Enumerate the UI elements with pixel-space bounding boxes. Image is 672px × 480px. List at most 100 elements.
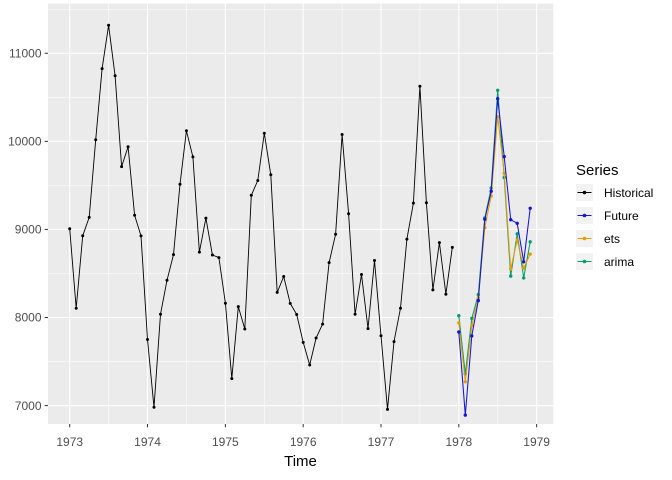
data-point-Historical bbox=[146, 338, 149, 341]
data-point-Historical bbox=[74, 306, 78, 310]
data-point-Historical bbox=[133, 213, 137, 217]
legend-items: Historical Future ets arima bbox=[576, 184, 653, 270]
data-point-Historical bbox=[327, 261, 331, 265]
data-point-Historical bbox=[230, 377, 234, 381]
series-line-Future bbox=[458, 98, 531, 416]
x-tick-label: 1973 bbox=[56, 435, 83, 449]
data-point-Historical bbox=[159, 312, 162, 316]
legend: Series Historical Future ets arima bbox=[576, 162, 653, 276]
data-point-Historical bbox=[236, 305, 240, 309]
legend-item-Historical: Historical bbox=[576, 184, 653, 201]
data-point-Historical bbox=[373, 259, 376, 262]
data-point-Historical bbox=[256, 179, 260, 182]
data-point-arima bbox=[470, 316, 474, 321]
data-point-Future bbox=[489, 189, 493, 193]
x-tick-label: 1979 bbox=[523, 435, 550, 449]
data-point-Future bbox=[470, 334, 474, 338]
data-point-Historical bbox=[139, 234, 143, 238]
data-point-Historical bbox=[152, 405, 156, 409]
data-point-Historical bbox=[269, 173, 273, 177]
data-point-Future bbox=[522, 260, 526, 264]
legend-key-arima bbox=[576, 253, 593, 270]
data-point-Historical bbox=[386, 407, 389, 411]
data-point-arima bbox=[457, 314, 461, 318]
data-point-Historical bbox=[437, 241, 441, 245]
data-point-ets bbox=[509, 267, 513, 271]
data-point-Historical bbox=[450, 245, 454, 249]
x-tick-label: 1977 bbox=[368, 435, 395, 449]
data-point-Future bbox=[528, 206, 532, 210]
data-point-Historical bbox=[262, 131, 266, 135]
data-point-Historical bbox=[288, 301, 292, 305]
legend-key-Historical bbox=[576, 184, 593, 201]
y-tick-label: 7000 bbox=[15, 399, 42, 413]
legend-title: Series bbox=[576, 162, 619, 179]
y-tick-label: 10000 bbox=[8, 135, 42, 149]
legend-item-Future: Future bbox=[576, 207, 653, 224]
data-point-ets bbox=[515, 238, 519, 242]
data-point-Historical bbox=[191, 155, 195, 159]
data-point-Historical bbox=[353, 312, 357, 316]
data-point-Historical bbox=[249, 193, 253, 197]
x-tick-label: 1974 bbox=[134, 435, 161, 449]
data-point-Historical bbox=[120, 165, 124, 169]
legend-label-arima: arima bbox=[604, 254, 635, 269]
legend-label-Future: Future bbox=[604, 208, 639, 223]
data-point-Historical bbox=[431, 288, 435, 292]
data-point-Future bbox=[457, 330, 461, 334]
legend-label-ets: ets bbox=[604, 231, 621, 246]
data-point-Historical bbox=[347, 212, 351, 216]
data-point-Future bbox=[496, 97, 500, 101]
legend-key-Future bbox=[576, 207, 593, 224]
data-point-Historical bbox=[314, 336, 318, 340]
data-point-Historical bbox=[184, 129, 188, 133]
data-point-Historical bbox=[68, 227, 72, 231]
data-point-Future bbox=[515, 221, 519, 225]
legend-item-ets: ets bbox=[576, 230, 653, 247]
legend-key-point bbox=[582, 236, 587, 241]
data-point-ets bbox=[457, 321, 461, 325]
data-point-Historical bbox=[210, 253, 214, 257]
x-tick-label: 1975 bbox=[212, 435, 239, 449]
data-point-Historical bbox=[334, 232, 338, 236]
data-point-Historical bbox=[282, 275, 286, 278]
data-point-arima bbox=[528, 240, 532, 244]
data-point-Historical bbox=[301, 340, 305, 344]
data-point-arima bbox=[509, 274, 513, 278]
data-point-Future bbox=[476, 298, 480, 303]
data-point-Historical bbox=[197, 250, 201, 254]
data-point-Future bbox=[502, 154, 506, 159]
legend-key-point bbox=[582, 213, 587, 218]
data-point-Historical bbox=[217, 256, 221, 260]
legend-key-point bbox=[582, 259, 587, 264]
series-line-Historical bbox=[69, 24, 453, 410]
data-point-Historical bbox=[340, 133, 344, 136]
x-tick-label: 1976 bbox=[290, 435, 317, 449]
data-point-ets bbox=[522, 266, 526, 270]
data-point-Future bbox=[463, 413, 467, 417]
data-point-Historical bbox=[126, 145, 130, 149]
data-point-Historical bbox=[392, 340, 396, 344]
data-point-Historical bbox=[165, 278, 169, 282]
data-point-Historical bbox=[178, 182, 182, 186]
data-point-Historical bbox=[379, 334, 383, 338]
y-tick-label: 9000 bbox=[15, 223, 42, 237]
data-point-ets bbox=[528, 252, 532, 256]
data-point-Historical bbox=[243, 327, 247, 331]
data-point-Historical bbox=[204, 216, 208, 220]
y-tick-label: 8000 bbox=[15, 311, 42, 325]
data-point-Historical bbox=[295, 313, 299, 316]
data-point-ets bbox=[463, 380, 467, 384]
data-point-Historical bbox=[411, 201, 415, 205]
data-point-arima bbox=[496, 88, 500, 93]
legend-item-arima: arima bbox=[576, 253, 653, 270]
legend-label-Historical: Historical bbox=[604, 185, 654, 200]
x-axis-title: Time bbox=[284, 453, 317, 470]
plot-panel bbox=[48, 3, 554, 424]
data-point-arima bbox=[515, 232, 519, 236]
data-point-Historical bbox=[275, 290, 279, 294]
data-point-Future bbox=[509, 218, 513, 222]
data-point-Historical bbox=[308, 363, 312, 367]
